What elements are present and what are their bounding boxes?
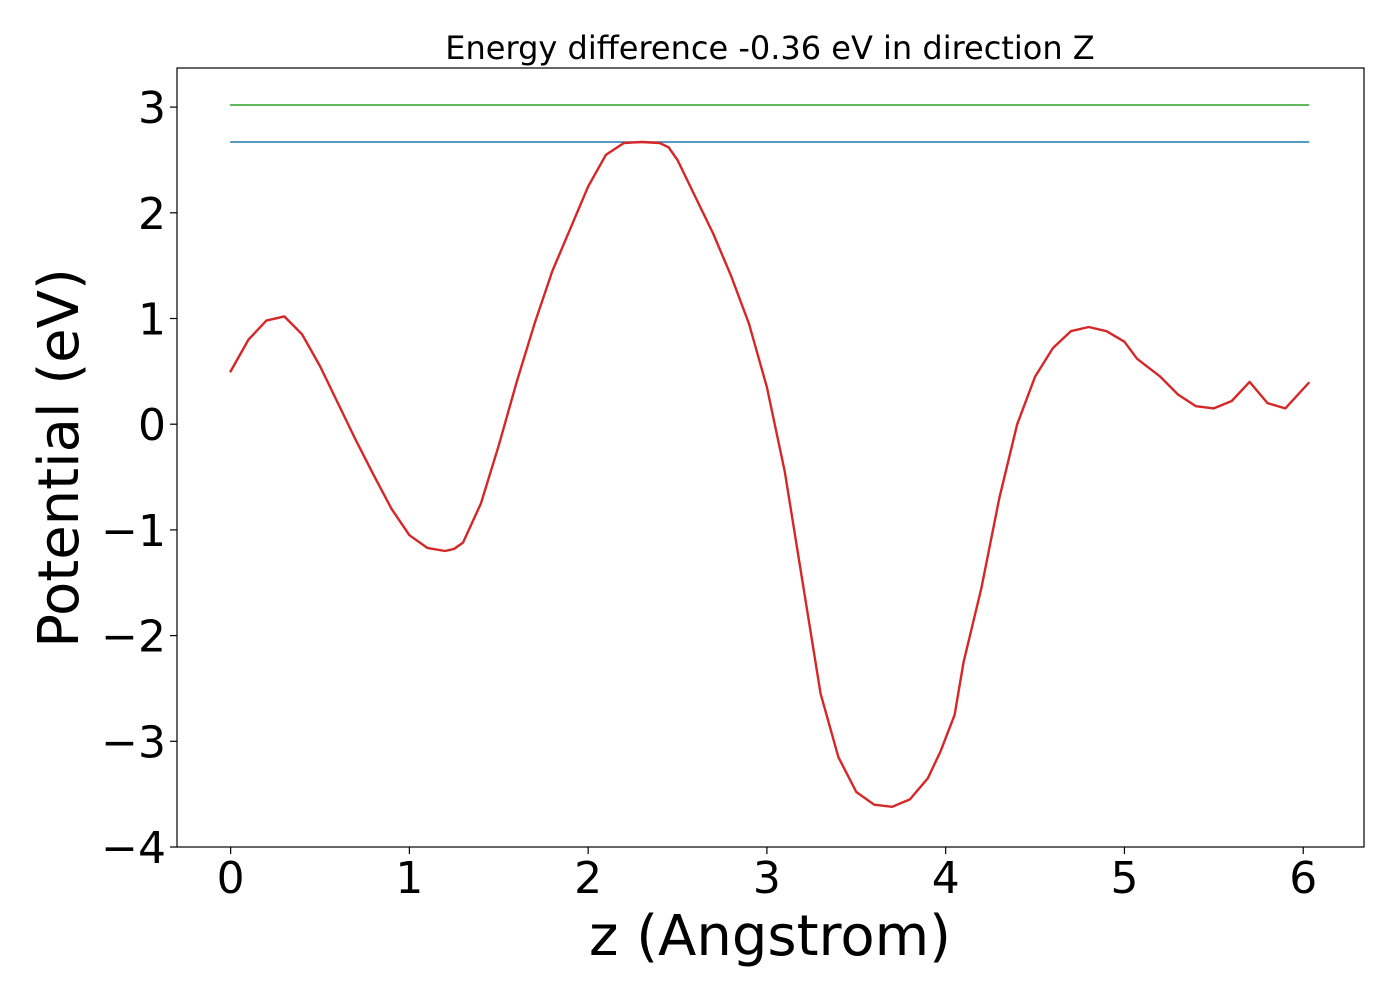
y-tick-label: 1 (138, 295, 166, 346)
y-tick-label: −2 (101, 612, 166, 663)
y-axis: 3 2 1 0 −1 −2 −3 −4 (101, 83, 177, 874)
y-axis-label: Potential (eV) (27, 268, 92, 648)
y-tick-label: −1 (101, 506, 166, 557)
series-layer (229, 104, 1310, 808)
x-axis: 0 1 2 3 4 5 6 (217, 847, 1317, 904)
plot-frame (176, 67, 1365, 848)
x-tick-label: 6 (1289, 853, 1317, 904)
series-line-3 (229, 140, 1310, 808)
x-tick-label: 5 (1110, 853, 1138, 904)
x-tick-label: 4 (932, 853, 960, 904)
y-tick-label: 3 (138, 83, 166, 134)
y-tick-label: 0 (138, 400, 166, 451)
x-tick-label: 3 (753, 853, 781, 904)
x-axis-label: z (Angstrom) (589, 904, 951, 969)
chart-title: Energy difference -0.36 eV in direction … (445, 29, 1094, 67)
x-tick-label: 0 (217, 853, 245, 904)
x-tick-label: 2 (574, 853, 602, 904)
y-tick-label: −4 (101, 823, 166, 874)
y-tick-label: −3 (101, 717, 166, 768)
y-tick-label: 2 (138, 189, 166, 240)
plot-area (176, 67, 1365, 848)
x-tick-label: 1 (395, 853, 423, 904)
